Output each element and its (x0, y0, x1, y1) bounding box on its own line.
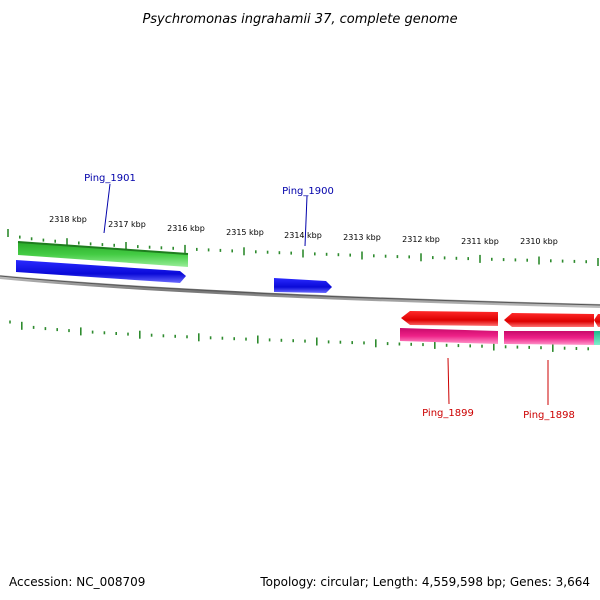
accession-text: Accession: NC_008709 (9, 575, 145, 589)
tick-label: 2318 kbp (49, 215, 87, 224)
label-leader-ping-1899 (447, 357, 450, 405)
tick-label: 2311 kbp (461, 237, 499, 246)
reverse-gene-ping-1899[interactable] (400, 328, 498, 344)
gene-label-ping-1900[interactable]: Ping_1900 (282, 186, 334, 197)
map-title: Psychromonas ingrahamii 37, complete gen… (142, 12, 457, 27)
lower-tick-track (9, 320, 590, 352)
forward-cds-ping-1901[interactable] (16, 260, 186, 283)
gene-label-ping-1898[interactable]: Ping_1898 (523, 410, 575, 421)
tick-label: 2310 kbp (520, 237, 558, 246)
label-leader-ping-1900 (304, 195, 308, 247)
reverse-gene-ping-1898[interactable] (504, 331, 594, 345)
tick-label: 2315 kbp (226, 228, 264, 237)
upper-tick-track (7, 229, 599, 266)
gene-label-ping-1899[interactable]: Ping_1899 (422, 408, 474, 419)
genome-backbone (0, 275, 600, 308)
reverse-cds-next[interactable] (594, 314, 600, 327)
tick-label: 2317 kbp (108, 220, 146, 229)
genome-summary-text: Topology: circular; Length: 4,559,598 bp… (259, 575, 590, 589)
tick-label: 2316 kbp (167, 224, 205, 233)
tick-label: 2313 kbp (343, 233, 381, 242)
tick-label: 2314 kbp (284, 231, 322, 240)
forward-gene-ping-1901[interactable] (18, 242, 188, 267)
forward-gene-edge (17, 241, 189, 255)
teal-feature[interactable] (594, 331, 600, 345)
tick-label: 2312 kbp (402, 235, 440, 244)
gene-label-ping-1901[interactable]: Ping_1901 (84, 173, 136, 184)
reverse-cds-ping-1899[interactable] (401, 311, 498, 326)
tick-labels: 2318 kbp 2317 kbp 2316 kbp 2315 kbp 2314… (49, 215, 558, 246)
label-leader-ping-1901 (103, 183, 111, 234)
genome-backbone-edge (0, 275, 600, 306)
reverse-cds-ping-1898[interactable] (504, 313, 594, 327)
forward-cds-ping-1900[interactable] (274, 278, 332, 293)
